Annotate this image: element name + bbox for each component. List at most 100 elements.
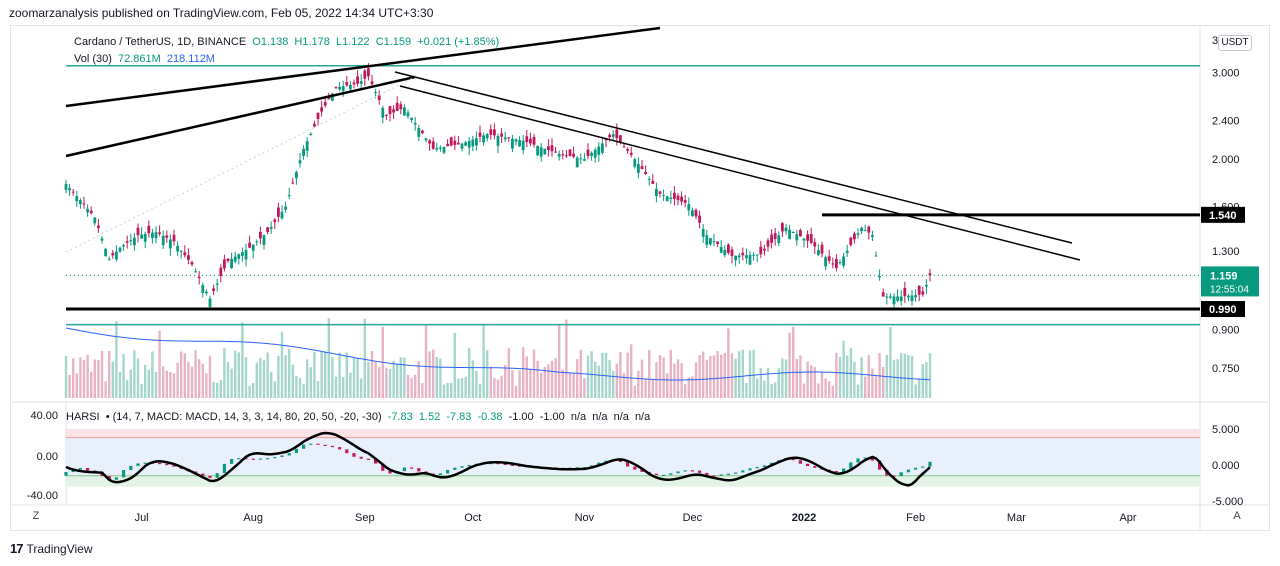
x-tick-label: Jul: [135, 512, 149, 524]
candle: [547, 146, 550, 150]
auto-scale-button[interactable]: A: [1233, 510, 1241, 522]
volume-bar: [450, 382, 453, 398]
price-tick-label: 0.900: [1212, 324, 1240, 336]
candle: [799, 230, 802, 237]
currency-button[interactable]: USDT: [1218, 35, 1252, 51]
volume-bar: [489, 366, 492, 398]
candle: [925, 284, 928, 287]
volume-bar: [205, 373, 208, 398]
harsi-candle: [122, 470, 126, 478]
candle: [759, 246, 763, 255]
volume-bar: [727, 328, 730, 398]
harsi-candle: [849, 462, 853, 469]
volume-bar: [370, 351, 374, 398]
candle: [633, 159, 637, 167]
candle: [446, 143, 449, 147]
volume-bar: [378, 367, 381, 398]
candle: [777, 235, 781, 244]
candle: [154, 232, 158, 239]
volume-bar: [914, 384, 917, 398]
candle: [860, 227, 863, 232]
volume-bar: [820, 372, 824, 398]
candle: [208, 298, 212, 307]
volume-bars: [64, 318, 932, 398]
volume-bar: [554, 358, 557, 398]
candle: [691, 210, 694, 216]
candle: [806, 234, 809, 241]
volume-bar: [241, 322, 244, 398]
candle: [413, 122, 417, 125]
candle: [133, 237, 136, 246]
volume-bar: [133, 350, 136, 398]
volume-bar: [532, 349, 536, 398]
volume-bar: [702, 351, 705, 398]
candle: [518, 140, 521, 147]
harsi-candle: [417, 468, 421, 472]
volume-bar: [572, 372, 575, 398]
candle: [586, 149, 590, 156]
harsi-candle: [690, 470, 694, 472]
volume-bar: [295, 375, 298, 398]
candle: [151, 232, 154, 238]
x-tick-label: Apr: [1119, 512, 1136, 524]
candle: [381, 107, 385, 118]
volume-bar: [482, 325, 485, 398]
volume-bar: [925, 362, 928, 398]
trend-line: [394, 71, 1073, 244]
tradingview-logo[interactable]: 17 TradingView: [10, 541, 93, 556]
volume-bar: [756, 378, 759, 398]
volume-bar: [777, 368, 780, 398]
candle: [838, 262, 842, 264]
volume-bar: [507, 348, 510, 398]
candle: [104, 248, 107, 257]
volume-bar: [763, 380, 766, 398]
candle: [442, 146, 446, 153]
volume-bar: [558, 323, 561, 398]
volume-bar: [432, 349, 435, 398]
harsi-candle: [669, 473, 673, 475]
candle: [871, 235, 874, 238]
volume-bar: [788, 332, 791, 398]
candle: [525, 136, 529, 143]
zoom-button[interactable]: Z: [32, 510, 40, 522]
volume-bar: [410, 378, 413, 398]
oversold-zone: [66, 475, 1200, 487]
candle: [701, 228, 705, 237]
candle: [230, 258, 233, 269]
candle: [543, 148, 547, 155]
candle: [662, 195, 665, 197]
volume-bar: [331, 356, 334, 398]
volume-bar: [435, 357, 438, 398]
volume-bar: [504, 364, 507, 398]
candle: [514, 139, 518, 142]
candle: [395, 102, 399, 111]
volume-bar: [468, 348, 471, 398]
candle: [341, 86, 345, 92]
candle: [453, 140, 457, 145]
harsi-candle: [741, 470, 745, 473]
candle: [323, 102, 327, 106]
volume-bar: [586, 355, 590, 398]
candle: [831, 263, 835, 265]
publish-info: zoomarzanalysis published on TradingView…: [9, 6, 434, 20]
volume-bar: [334, 376, 338, 398]
harsi-candle: [208, 475, 212, 478]
candle: [406, 112, 410, 117]
volume-bar: [889, 327, 892, 398]
harsi-candle: [114, 477, 118, 480]
candle: [550, 145, 554, 152]
volume-bar: [806, 361, 809, 398]
volume-bar: [540, 372, 543, 398]
volume-bar: [730, 353, 734, 398]
candle: [385, 114, 388, 116]
candle: [320, 107, 323, 112]
harsi-candle: [287, 453, 291, 456]
volume-bar: [324, 352, 327, 398]
candle: [338, 86, 341, 90]
volume-bar: [543, 367, 546, 398]
harsi-candle: [402, 467, 406, 472]
candle: [233, 256, 237, 262]
candle: [539, 147, 543, 157]
candle: [669, 197, 673, 200]
